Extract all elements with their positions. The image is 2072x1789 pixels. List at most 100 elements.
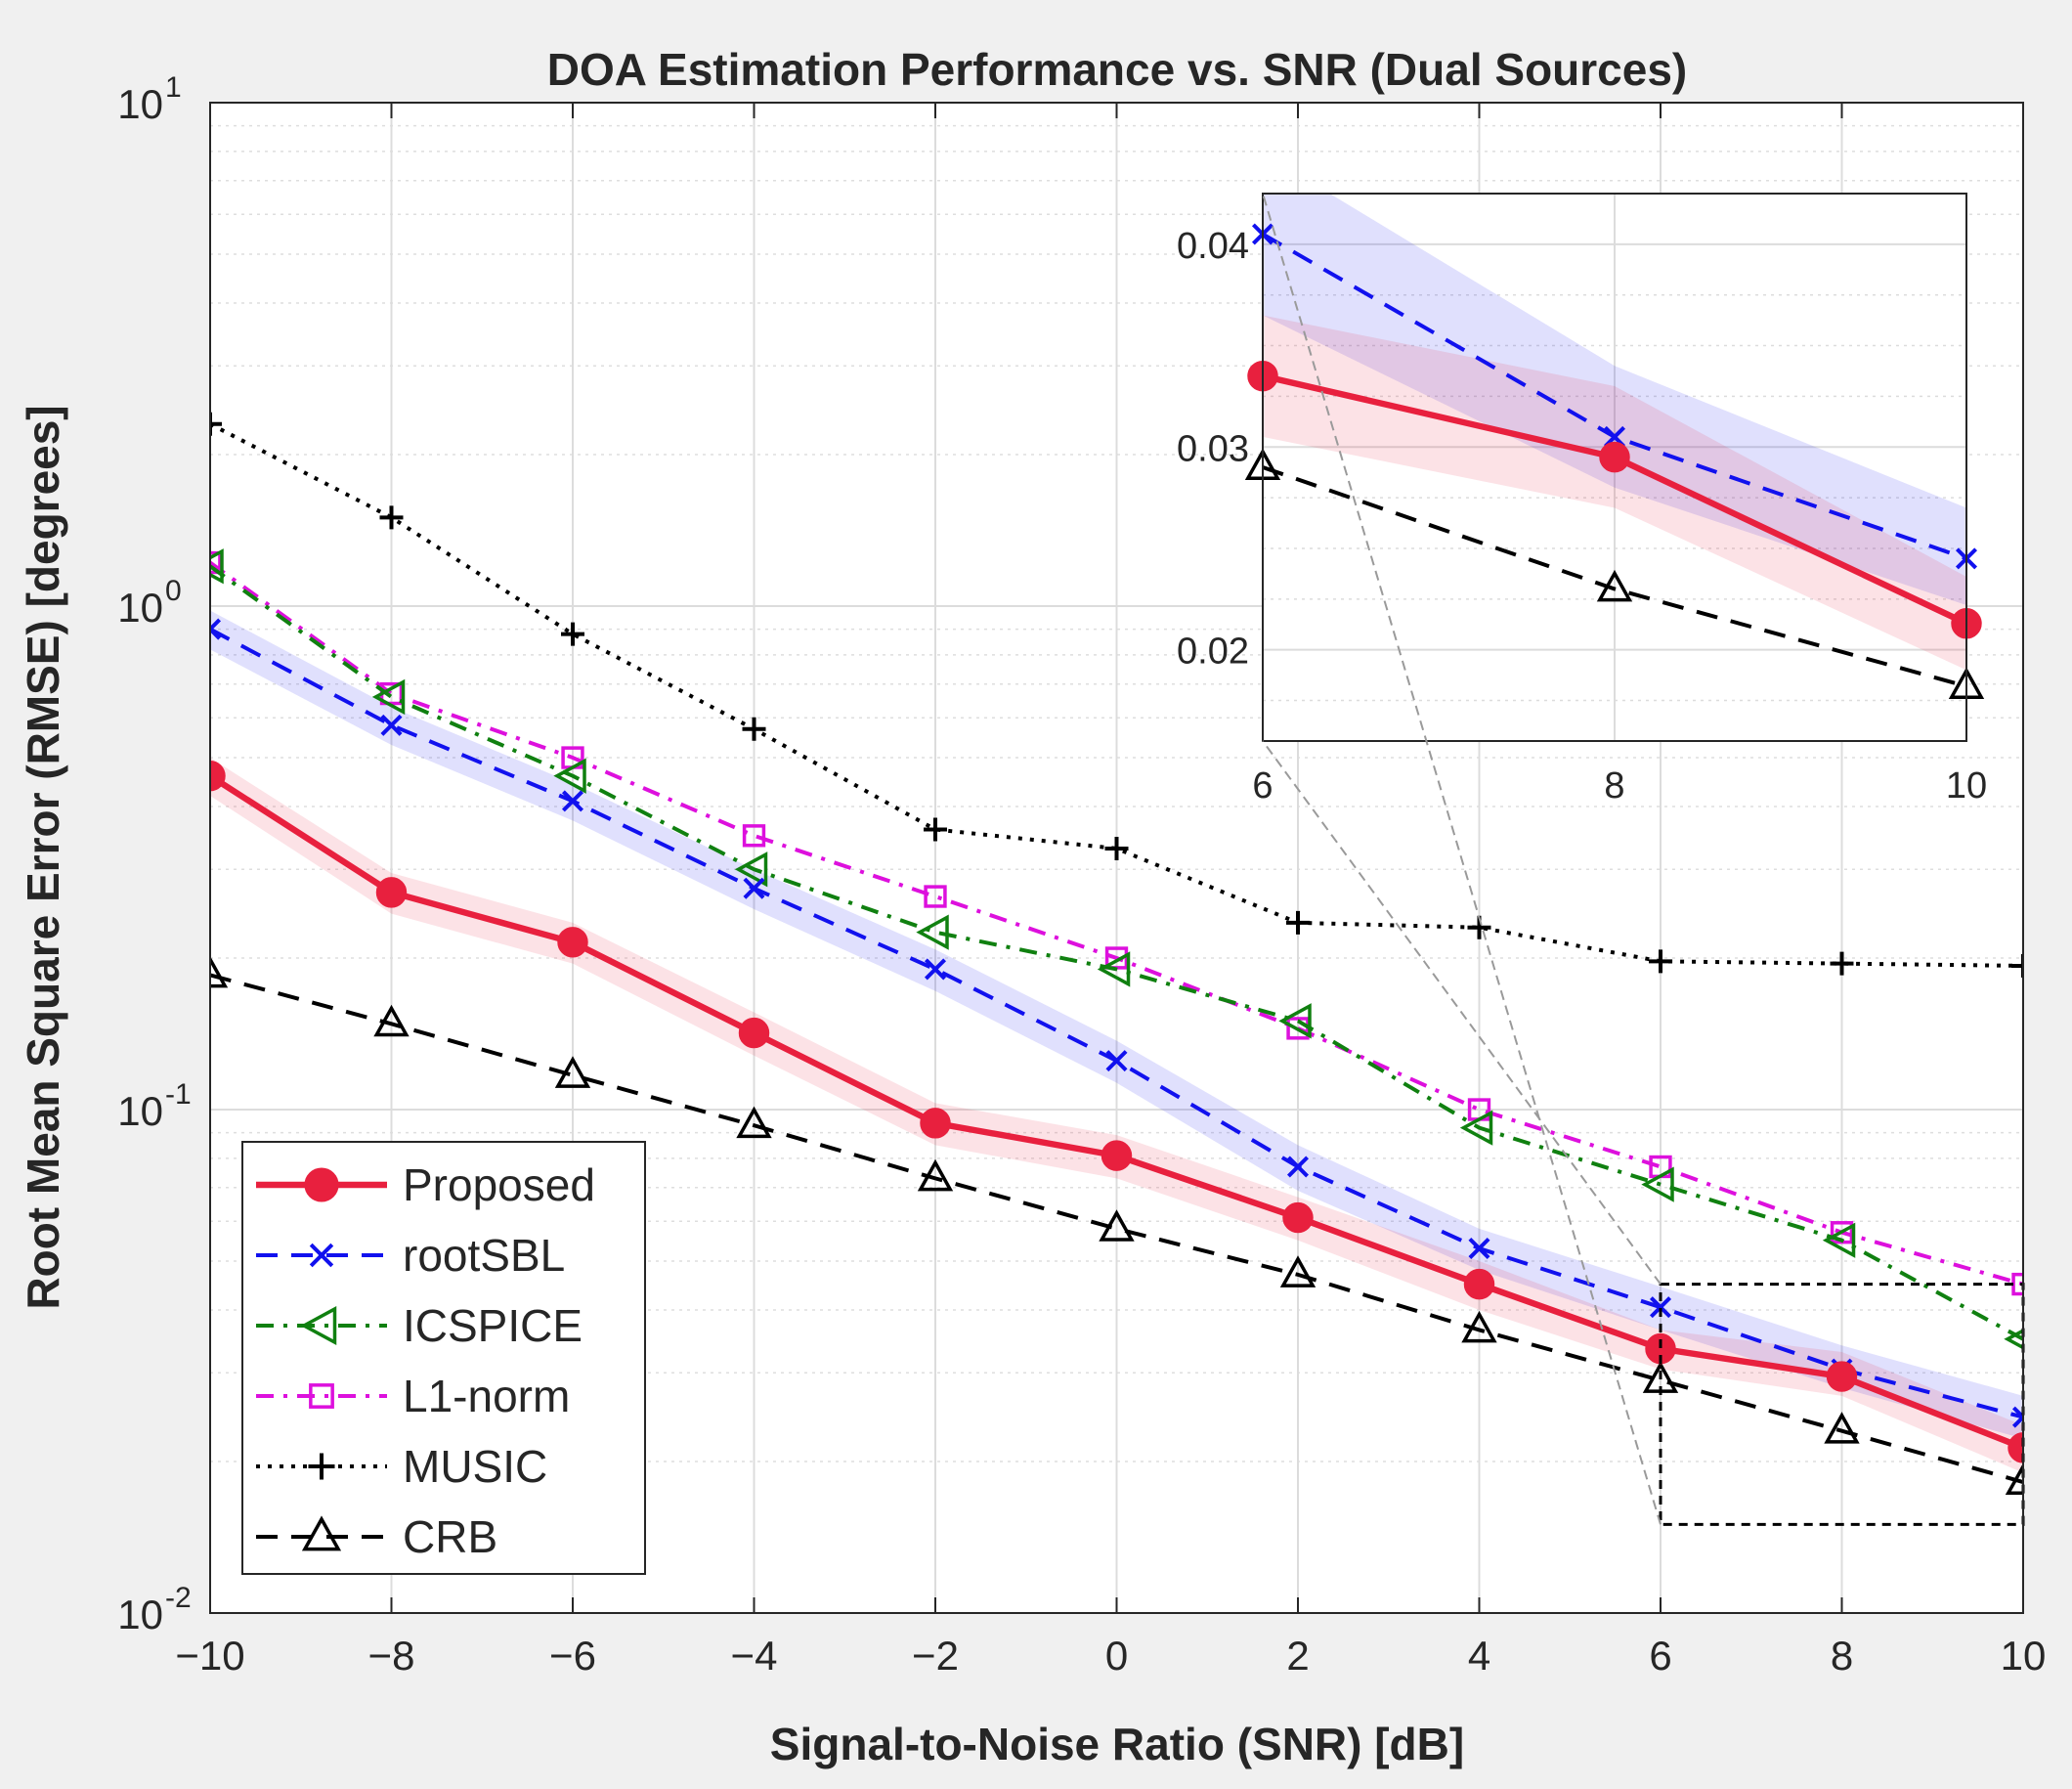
data-point-triangle-left [916, 914, 949, 950]
legend-label: Proposed [403, 1159, 595, 1210]
data-point-circle [304, 1167, 339, 1202]
data-point-triangle-left [1641, 1166, 1674, 1202]
confidence-bands [210, 610, 2023, 1473]
data-point-plus [1286, 910, 1310, 935]
x-tick-label: −2 [912, 1633, 959, 1679]
data-point-triangle-up [1824, 1412, 1860, 1444]
inset-x-tick-label: 8 [1604, 765, 1624, 807]
data-point-circle [1826, 1361, 1858, 1392]
data-point-square [2011, 1272, 2023, 1296]
data-point-circle [557, 927, 588, 958]
plot-frame [209, 102, 2024, 1614]
inset-frame [1262, 193, 1967, 742]
data-point-x [309, 1243, 334, 1268]
y-tick-base: 10 [117, 81, 163, 127]
y-tick-label: 10 0 [117, 575, 181, 631]
x-tick-label: −10 [175, 1633, 244, 1679]
series-crb [210, 955, 2023, 1496]
data-point-circle [738, 1017, 770, 1049]
y-tick-exponent: 1 [165, 71, 182, 104]
data-point-x [561, 790, 584, 812]
y-tick-base: 10 [117, 1592, 163, 1637]
legend-item-icspice: ICSPICE [256, 1300, 583, 1351]
data-point-x [924, 958, 947, 981]
y-tick-label: 10 -1 [117, 1078, 191, 1134]
data-point-x [380, 714, 403, 736]
x-tick-label: 10 [2001, 1633, 2047, 1679]
inset-rootsbl-band [1263, 194, 1966, 606]
inset-crb-line [1262, 465, 1967, 688]
rootsbl-band [210, 610, 2023, 1439]
data-point-triangle-left [210, 548, 224, 585]
x-tick-label: 0 [1105, 1633, 1128, 1679]
series-icspice [210, 548, 2023, 1350]
data-point-square [742, 824, 766, 848]
data-point-circle [1463, 1268, 1495, 1300]
legend-item-l1-norm: L1-norm [256, 1371, 570, 1421]
data-point-triangle-up [1461, 1310, 1497, 1343]
data-point-triangle-left [1097, 951, 1131, 987]
zoom-rectangle [1659, 1283, 2025, 1526]
data-point-triangle-up [736, 1106, 772, 1139]
inset-confidence-bands [1263, 194, 1966, 671]
legend-box [241, 1141, 646, 1575]
y-tick-exponent: 0 [165, 575, 182, 607]
legend-label: rootSBL [403, 1230, 565, 1281]
data-point-triangle-up [1596, 569, 1633, 602]
x-tick-label: 8 [1831, 1633, 1853, 1679]
l1-norm-line [210, 560, 2023, 1287]
data-point-triangle-left [1459, 1110, 1493, 1146]
y-tick-exponent: -1 [165, 1078, 192, 1111]
connector-line [1262, 193, 1662, 1525]
data-point-plus [379, 505, 404, 530]
data-point-x [210, 618, 222, 640]
legend-label: MUSIC [403, 1441, 547, 1492]
data-point-triangle-left [1278, 1003, 1312, 1039]
data-point-x [1105, 1050, 1128, 1072]
crb-line [210, 973, 2023, 1484]
data-point-square [309, 1383, 334, 1409]
inset-y-tick-label: 0.04 [1177, 226, 1249, 267]
connector-line [1262, 740, 1662, 1286]
icspice-line [210, 564, 2023, 1341]
data-point-circle [1599, 441, 1630, 473]
data-point-triangle-left [1822, 1222, 1856, 1258]
data-point-x [743, 877, 765, 899]
data-point-plus [742, 717, 766, 741]
legend-item-proposed: Proposed [256, 1159, 595, 1210]
x-tick-label: −4 [731, 1633, 778, 1679]
data-point-triangle-left [553, 758, 586, 794]
data-point-x [1468, 1237, 1490, 1260]
y-tick-label: 10 1 [117, 71, 181, 127]
data-point-square [924, 885, 947, 908]
data-point-triangle-left [2004, 1329, 2023, 1350]
legend: Proposed rootSBL ICSPICE L1-norm MUSIC CRB [241, 1141, 646, 1575]
data-point-circle [210, 760, 226, 792]
inset-tick-labels: 6 8 10 0.02 0.03 0.04 [1177, 226, 1987, 807]
y-tick-base: 10 [117, 1088, 163, 1134]
data-point-plus [2011, 953, 2023, 978]
data-point-circle [1282, 1201, 1314, 1234]
data-point-circle [1101, 1140, 1133, 1171]
inset-y-tick-label: 0.03 [1177, 428, 1249, 469]
data-point-plus [561, 622, 584, 646]
zoom-connector-lines [1262, 193, 1662, 1525]
legend-label: L1-norm [403, 1371, 570, 1421]
x-axis-label: Signal-to-Noise Ratio (SNR) [dB] [770, 1719, 1464, 1769]
inset-series [1244, 223, 1985, 699]
data-point-plus [1104, 836, 1129, 860]
data-point-x [1286, 1156, 1310, 1178]
data-point-plus [924, 817, 947, 842]
data-point-triangle-left [371, 678, 406, 716]
x-tick-labels: −10 −8 −6 −4 −2 0 2 4 6 8 10 [175, 1633, 2046, 1679]
data-point-plus [210, 412, 222, 436]
data-point-triangle-left [734, 851, 768, 888]
inset-x-tick-label: 6 [1252, 765, 1273, 807]
y-tick-base: 10 [117, 585, 163, 631]
series-proposed [210, 760, 2023, 1463]
data-point-triangle-up [210, 955, 229, 988]
x-tick-label: 4 [1468, 1633, 1490, 1679]
x-tick-label: −6 [549, 1633, 596, 1679]
